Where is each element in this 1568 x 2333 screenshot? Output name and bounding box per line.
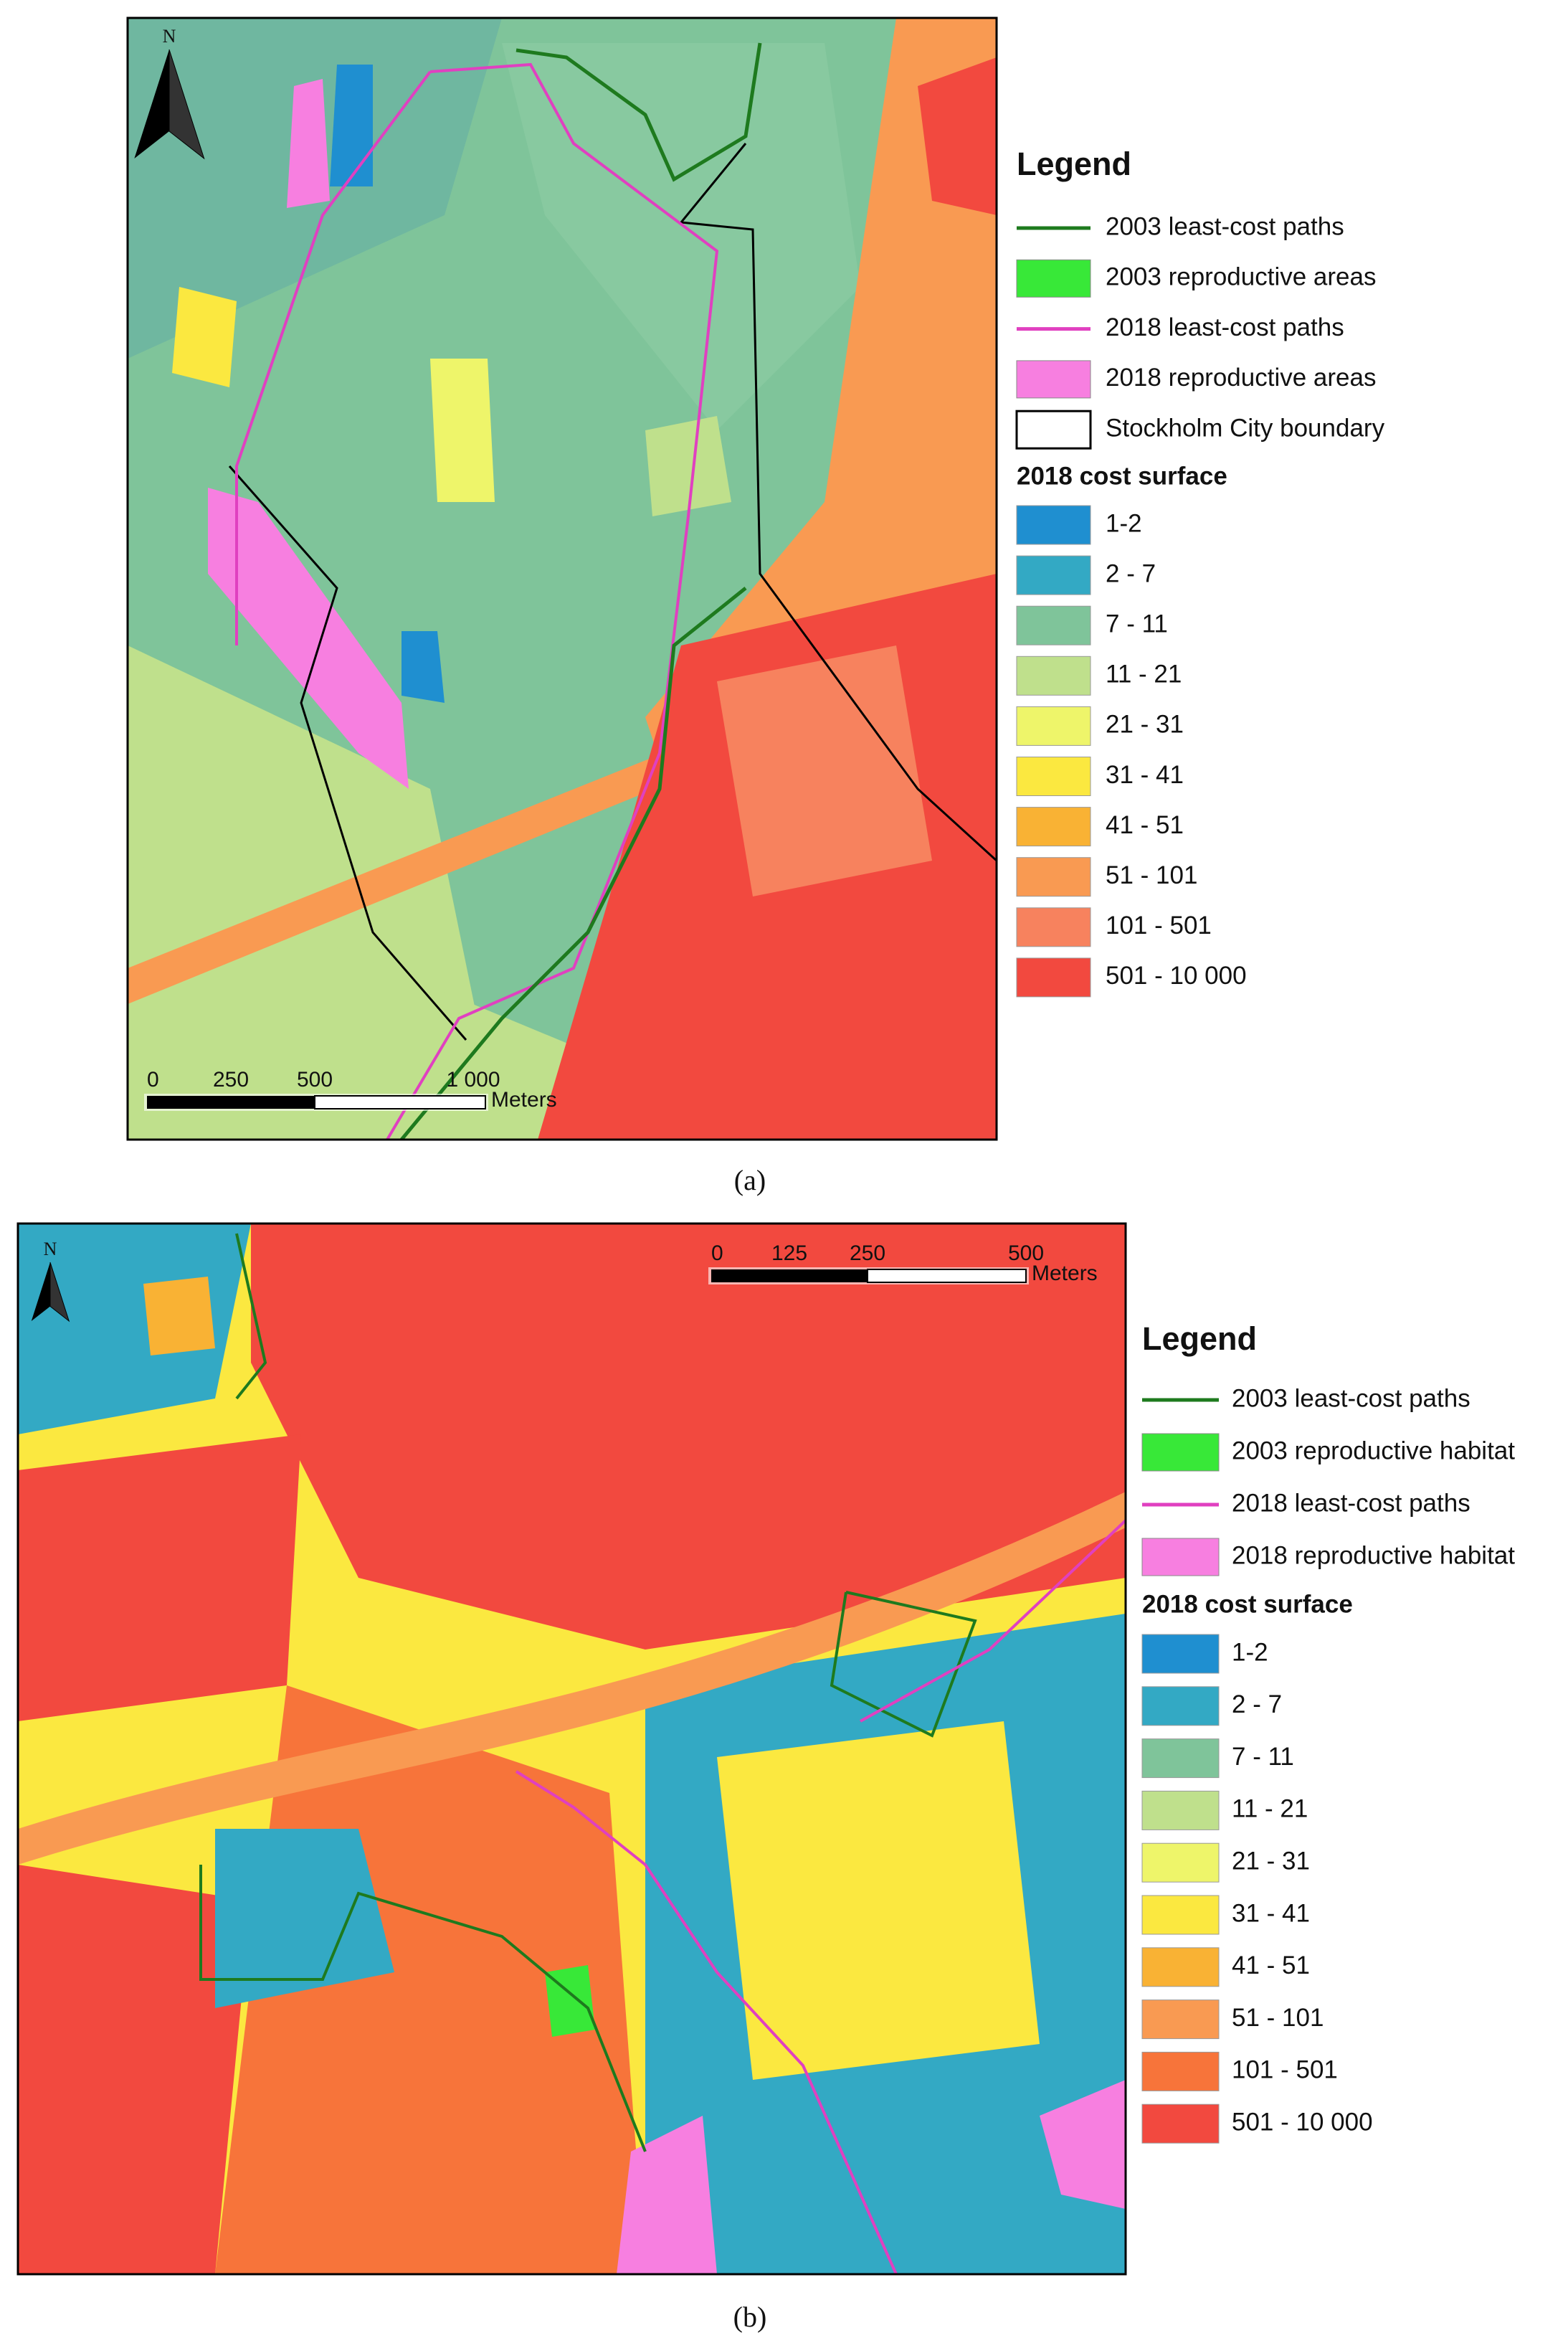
cost-class-label: 2 - 7 [1232, 1690, 1282, 1718]
cost-class-label: 31 - 41 [1232, 1899, 1310, 1927]
cost-class-swatch [1141, 1790, 1220, 1830]
scale-bar-label: 125 [771, 1241, 807, 1265]
cost-class-swatch [1141, 2051, 1220, 2091]
cost-class-label: 41 - 51 [1232, 1951, 1310, 1979]
legend-label: 2003 reproductive habitat [1232, 1437, 1515, 1464]
legend-label: 2018 reproductive areas [1106, 364, 1376, 392]
scale-bar-label: 1 000 [446, 1068, 500, 1092]
cost-class-label: 21 - 31 [1106, 711, 1184, 739]
cost-class-label: 31 - 41 [1106, 761, 1184, 789]
legend-patch [1141, 1433, 1220, 1472]
cost-class-swatch [1141, 1842, 1220, 1883]
scale-bar-label: 0 [711, 1241, 723, 1265]
legend-label: 2018 reproductive habitat [1232, 1541, 1515, 1569]
cost-class-swatch [1141, 2000, 1220, 2040]
cost-class-swatch [1016, 907, 1091, 947]
cost-class-label: 11 - 21 [1232, 1795, 1308, 1823]
legend-outline [1015, 410, 1092, 450]
legend-label: 2003 least-cost paths [1232, 1384, 1470, 1412]
cost-class-swatch [1016, 656, 1091, 696]
cost-class-swatch [1141, 1634, 1220, 1674]
cost-class-label: 101 - 501 [1232, 2056, 1338, 2084]
cost-class-label: 7 - 11 [1106, 610, 1168, 638]
cost-class-swatch [1141, 1895, 1220, 1935]
cost-class-label: 101 - 501 [1106, 912, 1212, 940]
legend-patch [1141, 1538, 1220, 1576]
cost-surface-title: 2018 cost surface [1017, 462, 1227, 490]
cost-class-swatch [1016, 957, 1091, 998]
scale-bar-label: 500 [1008, 1241, 1044, 1265]
cost-class-label: 41 - 51 [1106, 811, 1184, 839]
north-arrow-right [168, 49, 205, 160]
north-arrow-left [31, 1262, 50, 1321]
cost-class-swatch [1141, 1686, 1220, 1726]
scale-bar-label: 500 [297, 1068, 333, 1092]
north-arrow-right [49, 1262, 70, 1322]
scale-bar-filled [711, 1269, 868, 1282]
cost-class-label: 501 - 10 000 [1232, 2108, 1373, 2136]
cost-class-label: 11 - 21 [1106, 661, 1182, 688]
cost-surface-title: 2018 cost surface [1142, 1590, 1353, 1618]
cost-class-swatch [1016, 706, 1091, 746]
cost-class-swatch [1141, 1947, 1220, 1987]
legend-label: 2018 least-cost paths [1106, 313, 1344, 341]
scale-bar-unit: Meters [1032, 1262, 1098, 1285]
scale-bar-open [867, 1269, 1027, 1283]
north-arrow-left [134, 49, 169, 158]
cost-class-swatch [1016, 505, 1091, 545]
cost-class-swatch [1141, 1738, 1220, 1779]
legend-title: Legend [1142, 1320, 1257, 1357]
legend-title: Legend [1017, 146, 1131, 182]
frame-b [16, 1222, 1127, 2276]
scale-bar-label: 250 [850, 1241, 885, 1265]
legend-label: 2018 least-cost paths [1232, 1489, 1470, 1517]
north-label: N [163, 26, 176, 47]
cost-class-swatch [1016, 605, 1091, 645]
legend-patch [1016, 259, 1091, 298]
cost-class-swatch [1016, 857, 1091, 897]
cost-class-label: 1-2 [1232, 1638, 1268, 1666]
legend-label: Stockholm City boundary [1106, 414, 1385, 442]
cost-class-swatch [1016, 807, 1091, 847]
cost-class-swatch [1141, 2104, 1220, 2144]
scale-bar-filled [147, 1096, 315, 1109]
scale-bar-open [314, 1095, 486, 1109]
cost-class-swatch [1016, 757, 1091, 796]
cost-class-label: 1-2 [1106, 509, 1142, 537]
scale-bar-label: 250 [213, 1068, 249, 1092]
cost-class-swatch [1016, 555, 1091, 595]
panel-caption: (b) [733, 2301, 767, 2333]
scale-bar-unit: Meters [491, 1088, 557, 1112]
legend-label: 2003 least-cost paths [1106, 212, 1344, 240]
cost-class-label: 51 - 101 [1232, 2004, 1324, 2032]
cost-class-label: 2 - 7 [1106, 559, 1156, 587]
frame-a [126, 16, 998, 1141]
north-label: N [44, 1239, 57, 1259]
map-a [128, 18, 997, 1140]
cost-class-label: 51 - 101 [1106, 861, 1197, 889]
cost-class-label: 501 - 10 000 [1106, 962, 1247, 990]
legend-patch [1016, 360, 1091, 399]
cost-class-label: 21 - 31 [1232, 1847, 1310, 1875]
scale-bar-label: 0 [147, 1068, 159, 1092]
panel-caption: (a) [734, 1164, 766, 1196]
legend-label: 2003 reproductive areas [1106, 263, 1376, 291]
cost-class-label: 7 - 11 [1232, 1743, 1294, 1771]
map-b [18, 1224, 1126, 2274]
